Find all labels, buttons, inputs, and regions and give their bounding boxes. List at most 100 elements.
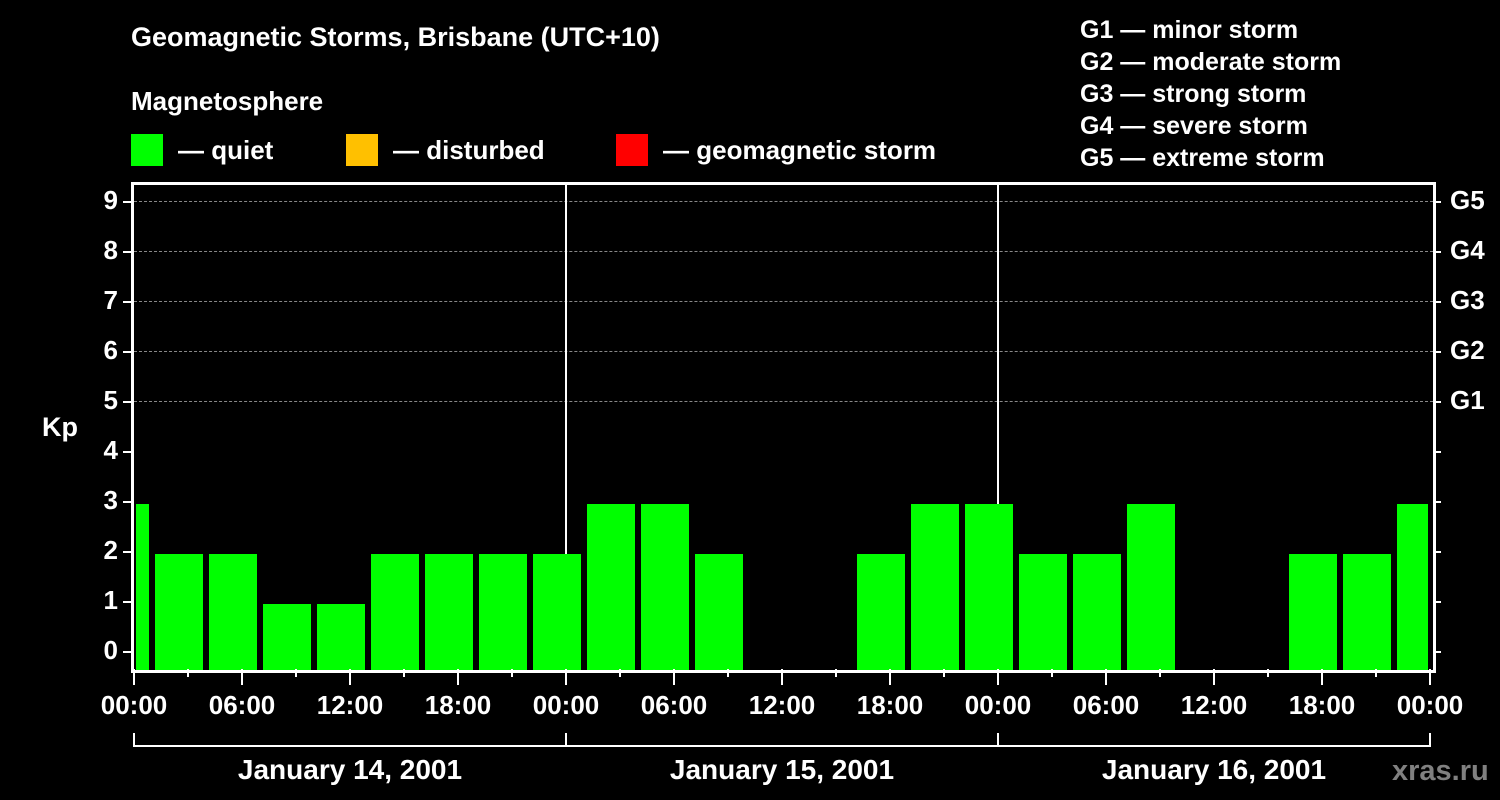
legend-label: — quiet	[178, 134, 274, 165]
x-tick-label: 00:00	[1396, 690, 1464, 720]
y-tick	[123, 201, 131, 203]
y-tick-label: 4	[103, 435, 118, 465]
gridline	[134, 401, 1433, 402]
watermark: xras.ru	[1392, 755, 1489, 787]
y-tick-label: 7	[103, 285, 118, 315]
x-tick	[1051, 669, 1053, 677]
x-tick	[1321, 669, 1323, 685]
y-tick	[123, 651, 131, 653]
g-level-label: G2	[1450, 335, 1485, 365]
legend-quiet: — quiet	[131, 134, 273, 166]
day-label: January 14, 2001	[237, 754, 463, 785]
x-tick-label: 12:00	[1180, 690, 1248, 720]
bar	[479, 554, 527, 670]
y-tick	[123, 301, 131, 303]
y-tick	[123, 451, 131, 453]
y-tick-label: 0	[103, 635, 118, 665]
bar	[263, 604, 311, 670]
x-tick	[673, 669, 675, 685]
x-tick	[1375, 669, 1377, 677]
bar	[911, 504, 959, 670]
bar	[425, 554, 473, 670]
y-axis-label: Kp	[42, 412, 78, 442]
bar	[136, 504, 149, 670]
bar	[155, 554, 203, 670]
bar	[587, 504, 635, 670]
day-label: January 16, 2001	[1101, 754, 1327, 785]
x-tick-label: 18:00	[424, 690, 492, 720]
gridline	[134, 201, 1433, 202]
bracket-tick	[133, 733, 135, 747]
gridline	[134, 301, 1433, 302]
g-scale-list: G1 — minor storm G2 — moderate storm G3 …	[1080, 14, 1341, 174]
g-scale-item: G4 — severe storm	[1080, 112, 1308, 140]
x-tick	[403, 669, 405, 677]
gridline	[134, 351, 1433, 352]
gridline	[134, 251, 1433, 252]
legend-storm: — geomagnetic storm	[616, 134, 936, 166]
x-tick	[835, 669, 837, 677]
chart-subtitle: Magnetosphere	[131, 86, 324, 116]
x-tick-label: 12:00	[748, 690, 816, 720]
g-scale-item: G3 — strong storm	[1080, 80, 1307, 108]
x-tick	[1267, 669, 1269, 677]
bar	[317, 604, 365, 670]
x-tick	[619, 669, 621, 677]
x-tick	[241, 669, 243, 685]
legend-disturbed: — disturbed	[346, 134, 545, 166]
storm-swatch-icon	[616, 134, 648, 166]
day-bracket	[998, 745, 1430, 747]
x-tick-label: 00:00	[532, 690, 600, 720]
disturbed-swatch-icon	[346, 134, 378, 166]
x-tick-label: 00:00	[964, 690, 1032, 720]
g-level-label: G5	[1450, 185, 1485, 215]
y-tick-right	[1433, 651, 1441, 653]
quiet-swatch-icon	[131, 134, 163, 166]
bar	[857, 554, 905, 670]
x-tick	[1429, 669, 1431, 685]
g-level-label: G4	[1450, 235, 1485, 265]
g-scale-item: G5 — extreme storm	[1080, 144, 1325, 172]
x-tick-label: 18:00	[856, 690, 924, 720]
x-tick	[997, 669, 999, 685]
legend-label: — geomagnetic storm	[663, 134, 937, 165]
y-tick-right	[1433, 401, 1441, 403]
y-tick-label: 8	[103, 235, 118, 265]
y-tick-right	[1433, 351, 1441, 353]
y-tick-label: 6	[103, 335, 118, 365]
bar	[1127, 504, 1175, 670]
y-tick-right	[1433, 451, 1441, 453]
bar	[209, 554, 257, 670]
x-tick	[943, 669, 945, 677]
bracket-tick	[1429, 733, 1431, 747]
x-tick	[187, 669, 189, 677]
x-tick	[781, 669, 783, 685]
y-tick-label: 3	[103, 485, 118, 515]
y-tick	[123, 601, 131, 603]
y-tick	[123, 351, 131, 353]
y-tick	[123, 251, 131, 253]
bar	[1289, 554, 1337, 670]
bar	[1019, 554, 1067, 670]
x-tick-label: 06:00	[1072, 690, 1140, 720]
y-tick-right	[1433, 501, 1441, 503]
bar	[695, 554, 743, 670]
bar	[965, 504, 1013, 670]
g-level-label: G1	[1450, 385, 1485, 415]
x-tick	[133, 669, 135, 685]
x-tick	[349, 669, 351, 685]
y-tick-right	[1433, 301, 1441, 303]
bracket-tick	[997, 733, 999, 747]
y-tick	[123, 551, 131, 553]
x-tick-label: 18:00	[1288, 690, 1356, 720]
y-tick-right	[1433, 551, 1441, 553]
y-tick-right	[1433, 201, 1441, 203]
bar	[1397, 504, 1428, 670]
bracket-tick	[565, 733, 567, 747]
day-divider	[565, 185, 567, 670]
bar	[1343, 554, 1391, 670]
y-tick-label: 5	[103, 385, 118, 415]
x-tick-label: 06:00	[208, 690, 276, 720]
day-divider	[997, 185, 999, 670]
x-tick	[565, 669, 567, 685]
